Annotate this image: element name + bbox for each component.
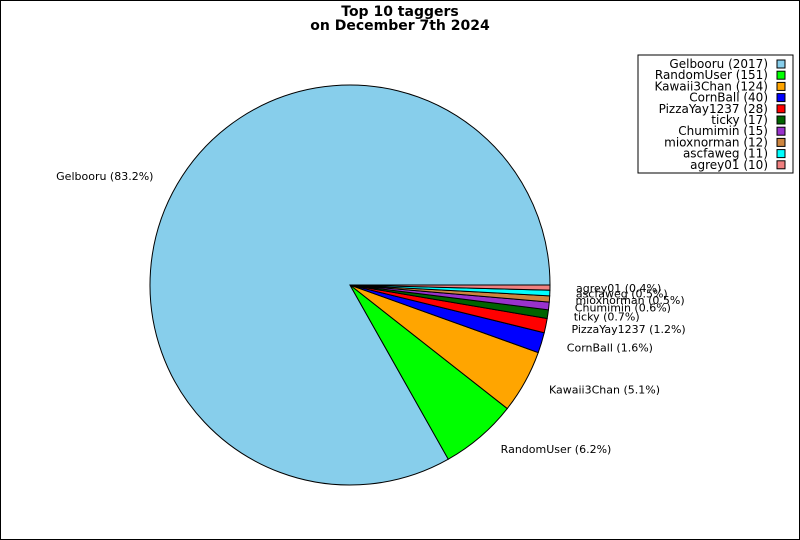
slice-label-mioxnorman: mioxnorman (0.5%) <box>575 294 684 307</box>
legend-swatch-mioxnorman <box>776 137 786 147</box>
slice-label-ticky: ticky (0.7%) <box>574 311 640 324</box>
legend-entry-gelbooru: Gelbooru (2017) <box>669 57 768 71</box>
legend: Gelbooru (2017)RandomUser (151)Kawaii3Ch… <box>637 54 794 174</box>
slice-label-randomuser: RandomUser (6.2%) <box>501 443 612 456</box>
legend-entry-agrey01: agrey01 (10) <box>690 158 768 172</box>
legend-swatch-agrey01 <box>776 160 786 170</box>
legend-entry-randomuser: RandomUser (151) <box>655 68 768 82</box>
legend-entry-chumimin: Chumimin (15) <box>678 124 768 138</box>
legend-swatch-randomuser <box>776 70 786 80</box>
legend-swatch-chumimin <box>776 126 786 136</box>
slice-label-ascfaweg: ascfaweg (0.5%) <box>576 288 668 301</box>
legend-entry-cornball: CornBall (40) <box>689 91 768 105</box>
slice-label-cornball: CornBall (1.6%) <box>567 341 653 354</box>
pie-slice-agrey01 <box>349 284 551 291</box>
pie-slice-labels: Gelbooru (83.2%) RandomUser (6.2%) Kawaii3… <box>56 170 686 456</box>
legend-box <box>637 54 794 174</box>
slice-label-gelbooru: Gelbooru (83.2%) <box>56 170 153 183</box>
legend-swatch-cornball <box>776 93 786 103</box>
legend-entry-mioxnorman: mioxnorman (12) <box>664 135 768 149</box>
legend-swatch-kawaii3chan <box>776 81 786 91</box>
chart-subtitle: on December 7th 2024 <box>310 18 490 34</box>
legend-swatch-gelbooru <box>776 59 786 69</box>
pie-slice-gelbooru <box>149 84 551 486</box>
legend-swatch-ticky <box>776 115 786 125</box>
slice-label-pizzayay1237: PizzaYay1237 (1.2%) <box>571 323 685 336</box>
chart-title: Top 10 taggers <box>341 4 458 20</box>
slice-label-agrey01: agrey01 (0.4%) <box>576 282 661 295</box>
legend-swatch-pizzayay1237 <box>776 104 786 114</box>
legend-entry-kawaii3chan: Kawaii3Chan (124) <box>654 79 768 93</box>
slice-label-kawaii3chan: Kawaii3Chan (5.1%) <box>549 384 660 397</box>
legend-entry-pizzayay1237: PizzaYay1237 (28) <box>659 102 768 116</box>
legend-entry-ticky: ticky (17) <box>711 113 768 127</box>
slice-label-chumimin: Chumimin (0.6%) <box>575 302 671 315</box>
legend-swatch-ascfaweg <box>776 149 786 159</box>
legend-entry-ascfaweg: ascfaweg (11) <box>683 147 768 161</box>
pie-slices <box>149 84 551 486</box>
